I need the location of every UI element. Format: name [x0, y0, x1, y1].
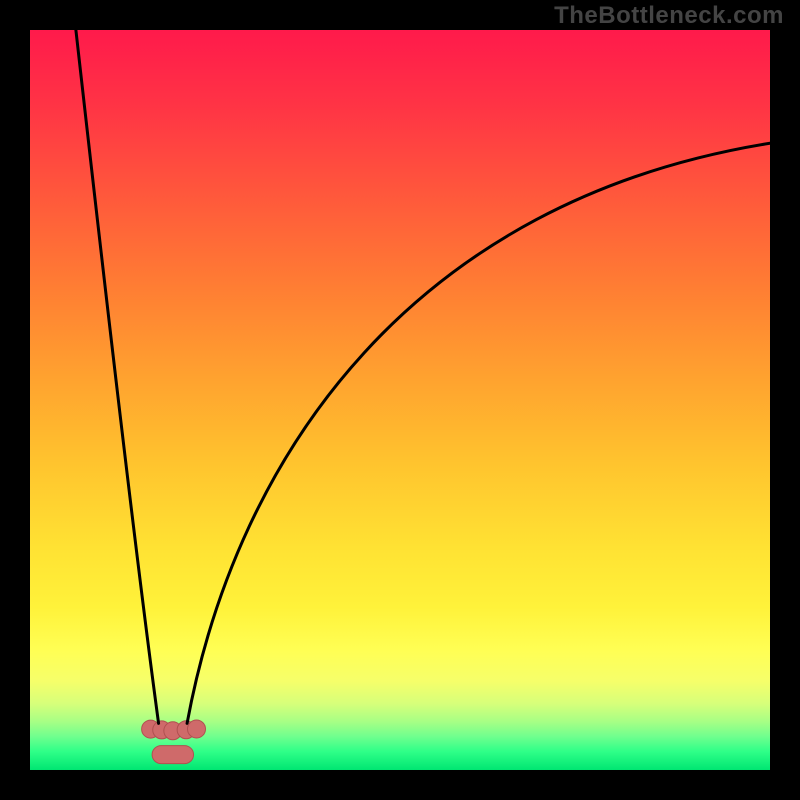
curve-right-branch	[187, 143, 770, 723]
curve-left-branch	[76, 30, 159, 723]
bottleneck-curve-layer	[30, 30, 770, 770]
plot-area	[30, 30, 770, 770]
valley-lobe-cluster	[142, 720, 206, 764]
watermark-text: TheBottleneck.com	[554, 2, 784, 30]
